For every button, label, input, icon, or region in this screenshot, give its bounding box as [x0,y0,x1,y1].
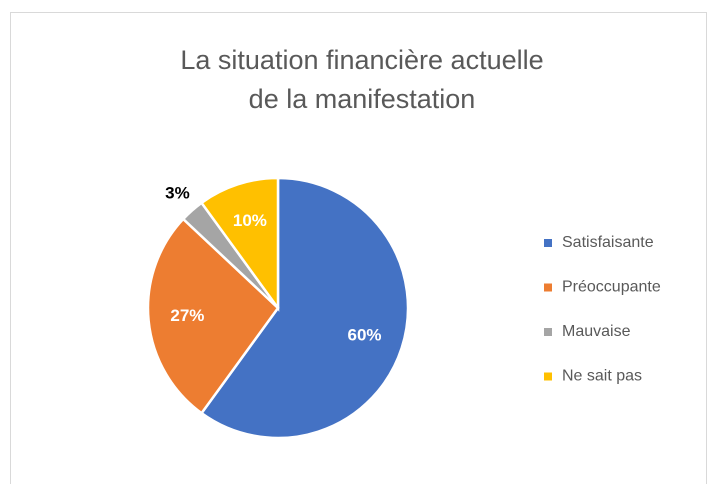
value-label: 60% [348,326,382,345]
pie-slice [199,176,280,312]
value-labels: 60% 27% 3% 10% [165,183,381,344]
legend-label: Ne sait pas [562,368,642,385]
legend-swatch [544,372,552,381]
chart-title: de la manifestation [249,84,476,114]
chart-title: La situation financière actuelle [180,45,543,75]
legend-swatch [544,283,552,292]
value-label: 3% [165,183,190,202]
legend: Satisfaisante Préoccupante Mauvaise Ne sait… [544,234,661,385]
legend-label: Préoccupante [562,279,661,296]
pie [146,176,410,440]
legend-label: Mauvaise [562,323,631,340]
value-label: 10% [233,211,267,230]
legend-swatch [544,239,552,247]
pie-slice [146,217,280,415]
pie-slice [199,176,410,440]
value-label: 27% [170,306,204,325]
legend-swatch [544,328,552,336]
legend-label: Satisfaisante [562,234,654,251]
